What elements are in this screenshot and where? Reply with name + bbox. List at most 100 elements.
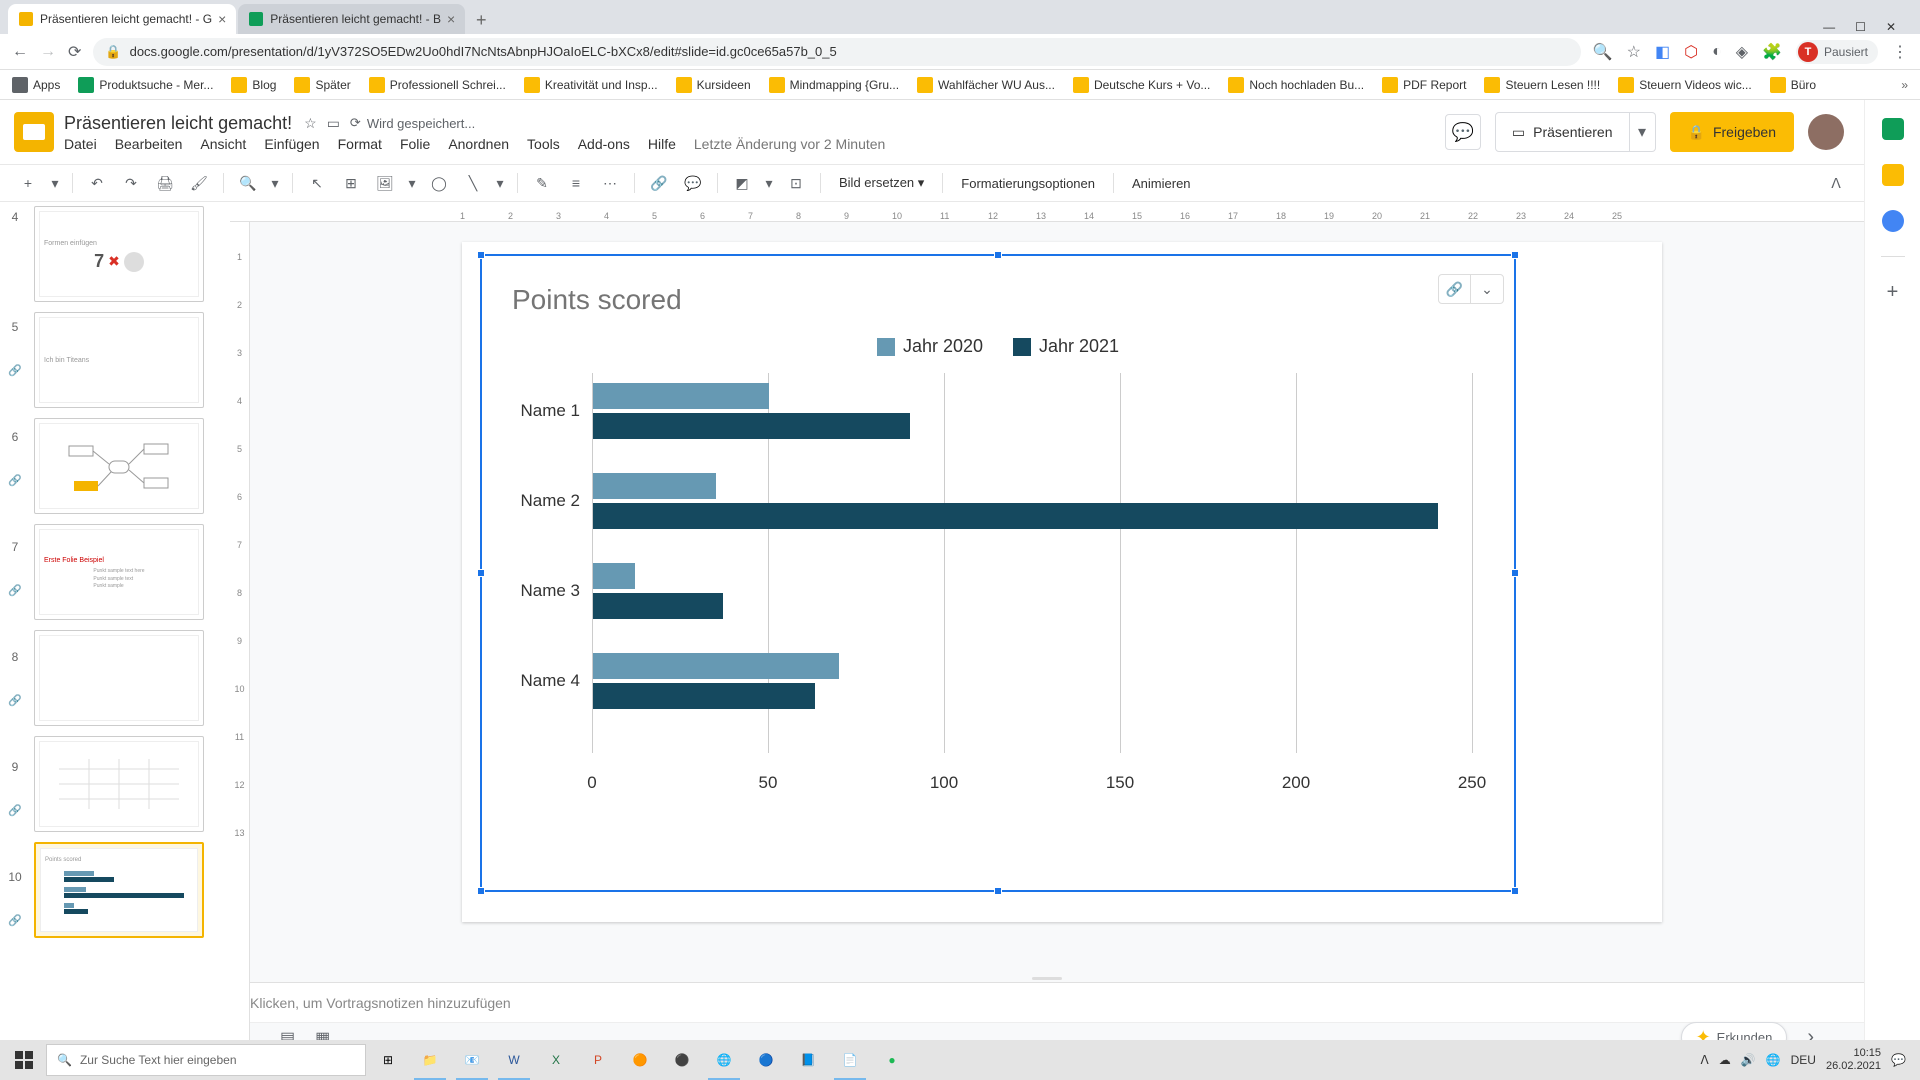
- present-button[interactable]: ▭ Präsentieren: [1495, 112, 1630, 152]
- slide-thumb-10[interactable]: Points scored: [34, 842, 204, 938]
- add-addon-icon[interactable]: +: [1887, 281, 1899, 304]
- menu-tools[interactable]: Tools: [527, 136, 560, 152]
- slide-thumb-5[interactable]: Ich bin Titeans: [34, 312, 204, 408]
- zoom-dropdown[interactable]: ▾: [268, 169, 282, 197]
- star-icon[interactable]: ☆: [1627, 42, 1641, 62]
- last-edit[interactable]: Letzte Änderung vor 2 Minuten: [694, 136, 885, 152]
- extensions-icon[interactable]: 🧩: [1762, 42, 1782, 62]
- speaker-notes[interactable]: Klicken, um Vortragsnotizen hinzuzufügen: [230, 982, 1864, 1022]
- animate-button[interactable]: Animieren: [1124, 176, 1199, 191]
- link-button[interactable]: 🔗: [645, 169, 673, 197]
- image-tool[interactable]: 🖼: [371, 169, 399, 197]
- url-input[interactable]: 🔒 docs.google.com/presentation/d/1yV372S…: [93, 38, 1580, 66]
- menu-folie[interactable]: Folie: [400, 136, 430, 152]
- format-options-button[interactable]: Formatierungsoptionen: [953, 176, 1103, 191]
- line-dropdown[interactable]: ▾: [493, 169, 507, 197]
- lang-indicator[interactable]: DEU: [1791, 1053, 1816, 1067]
- menu-anordnen[interactable]: Anordnen: [448, 136, 509, 152]
- browser-tab-2[interactable]: Präsentieren leicht gemacht! - B ×: [238, 4, 465, 34]
- network-icon[interactable]: 🌐: [1766, 1053, 1781, 1067]
- slide-thumb-8[interactable]: [34, 630, 204, 726]
- forward-icon[interactable]: →: [40, 43, 56, 61]
- star-icon[interactable]: ☆: [304, 115, 317, 132]
- new-slide-button[interactable]: +: [14, 169, 42, 197]
- slide-thumb-6[interactable]: [34, 418, 204, 514]
- menu-einfuegen[interactable]: Einfügen: [264, 136, 319, 152]
- bookmarks-overflow-icon[interactable]: »: [1901, 78, 1908, 92]
- menu-datei[interactable]: Datei: [64, 136, 97, 152]
- menu-bearbeiten[interactable]: Bearbeiten: [115, 136, 183, 152]
- bookmark-item[interactable]: PDF Report: [1382, 77, 1466, 93]
- onedrive-icon[interactable]: ☁: [1719, 1053, 1731, 1067]
- collapse-toolbar-icon[interactable]: ᐱ: [1822, 169, 1850, 197]
- shape-tool[interactable]: ◯: [425, 169, 453, 197]
- notifications-icon[interactable]: 💬: [1891, 1053, 1906, 1067]
- clock[interactable]: 10:15 26.02.2021: [1826, 1047, 1881, 1073]
- bookmark-item[interactable]: Mindmapping {Gru...: [769, 77, 899, 93]
- redo-button[interactable]: ↷: [117, 169, 145, 197]
- start-button[interactable]: [4, 1040, 44, 1080]
- tray-chevron-icon[interactable]: ᐱ: [1701, 1053, 1709, 1067]
- close-icon[interactable]: ×: [218, 11, 226, 27]
- mask-dropdown[interactable]: ▾: [762, 169, 776, 197]
- powerpoint-icon[interactable]: P: [578, 1040, 618, 1080]
- textbox-tool[interactable]: ⊞: [337, 169, 365, 197]
- resize-handle[interactable]: [477, 569, 485, 577]
- bookmark-item[interactable]: Professionell Schrei...: [369, 77, 506, 93]
- slide-thumb-9[interactable]: [34, 736, 204, 832]
- border-dash-button[interactable]: ⋯: [596, 169, 624, 197]
- minimize-icon[interactable]: —: [1823, 20, 1835, 34]
- border-weight-button[interactable]: ≡: [562, 169, 590, 197]
- word-icon[interactable]: W: [494, 1040, 534, 1080]
- volume-icon[interactable]: 🔊: [1741, 1053, 1756, 1067]
- new-slide-dropdown[interactable]: ▾: [48, 169, 62, 197]
- profile-chip[interactable]: T Pausiert: [1796, 40, 1878, 64]
- menu-ansicht[interactable]: Ansicht: [200, 136, 246, 152]
- slide-thumb-7[interactable]: Erste Folie BeispielPunkt sample text he…: [34, 524, 204, 620]
- print-button[interactable]: 🖨: [151, 169, 179, 197]
- slide-canvas[interactable]: 🔗 ⌄ Points scored Jahr 2020 Jahr 2021 05…: [462, 242, 1662, 922]
- bookmark-item[interactable]: Kursideen: [676, 77, 751, 93]
- close-icon[interactable]: ×: [447, 11, 455, 27]
- reset-image-button[interactable]: ⊡: [782, 169, 810, 197]
- undo-button[interactable]: ↶: [83, 169, 111, 197]
- tasks-icon[interactable]: [1882, 210, 1904, 232]
- bookmark-item[interactable]: Später: [294, 77, 350, 93]
- app-icon[interactable]: 🟠: [620, 1040, 660, 1080]
- border-color-button[interactable]: ✎: [528, 169, 556, 197]
- slides-logo[interactable]: [14, 112, 54, 152]
- replace-image-button[interactable]: Bild ersetzen ▾: [831, 175, 932, 191]
- bookmark-item[interactable]: Produktsuche - Mer...: [78, 77, 213, 93]
- menu-hilfe[interactable]: Hilfe: [648, 136, 676, 152]
- browser-tab-1[interactable]: Präsentieren leicht gemacht! - G ×: [8, 4, 236, 34]
- resize-handle[interactable]: [994, 887, 1002, 895]
- zoom-icon[interactable]: 🔍: [1593, 42, 1613, 62]
- resize-handle[interactable]: [1511, 251, 1519, 259]
- edge-icon[interactable]: 🔵: [746, 1040, 786, 1080]
- present-dropdown[interactable]: ▾: [1630, 112, 1656, 152]
- resize-handle[interactable]: [1511, 569, 1519, 577]
- maximize-icon[interactable]: ☐: [1855, 20, 1866, 34]
- user-avatar[interactable]: [1808, 114, 1844, 150]
- obs-icon[interactable]: ⚫: [662, 1040, 702, 1080]
- close-window-icon[interactable]: ✕: [1886, 20, 1896, 34]
- menu-format[interactable]: Format: [338, 136, 382, 152]
- excel-icon[interactable]: X: [536, 1040, 576, 1080]
- slide-stage[interactable]: 🔗 ⌄ Points scored Jahr 2020 Jahr 2021 05…: [230, 222, 1864, 974]
- app-icon-2[interactable]: 📘: [788, 1040, 828, 1080]
- calendar-icon[interactable]: [1882, 118, 1904, 140]
- bookmark-item[interactable]: Blog: [231, 77, 276, 93]
- image-dropdown[interactable]: ▾: [405, 169, 419, 197]
- move-icon[interactable]: ▭: [327, 115, 340, 132]
- resize-handle[interactable]: [477, 887, 485, 895]
- bookmark-item[interactable]: Deutsche Kurs + Vo...: [1073, 77, 1210, 93]
- speaker-notes-resize[interactable]: [230, 974, 1864, 982]
- extension-icon-3[interactable]: ◐: [1712, 43, 1722, 61]
- chrome-icon[interactable]: 🌐: [704, 1040, 744, 1080]
- task-view-icon[interactable]: ⊞: [368, 1040, 408, 1080]
- comments-button[interactable]: 💬: [1445, 114, 1481, 150]
- paint-format-button[interactable]: 🖌: [185, 169, 213, 197]
- chart-selection[interactable]: 🔗 ⌄ Points scored Jahr 2020 Jahr 2021 05…: [480, 254, 1516, 892]
- menu-addons[interactable]: Add-ons: [578, 136, 630, 152]
- keep-icon[interactable]: [1882, 164, 1904, 186]
